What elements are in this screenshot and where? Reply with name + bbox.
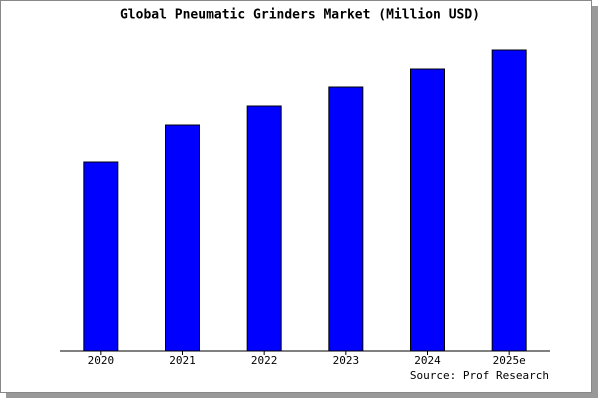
bar bbox=[328, 86, 364, 352]
chart-title: Global Pneumatic Grinders Market (Millio… bbox=[120, 8, 480, 23]
x-tick-label: 2025e bbox=[493, 354, 526, 367]
bar bbox=[246, 105, 282, 352]
source-note: Source: Prof Research bbox=[410, 369, 549, 382]
bar bbox=[410, 68, 445, 352]
x-tick-label: 2023 bbox=[333, 354, 360, 367]
x-tick-label: 2022 bbox=[251, 354, 278, 367]
bar bbox=[491, 49, 527, 352]
x-tick-label: 2020 bbox=[88, 354, 115, 367]
x-tick-label: 2021 bbox=[169, 354, 196, 367]
bar bbox=[83, 161, 119, 352]
x-tick-label: 2024 bbox=[414, 354, 441, 367]
bar bbox=[165, 124, 200, 352]
